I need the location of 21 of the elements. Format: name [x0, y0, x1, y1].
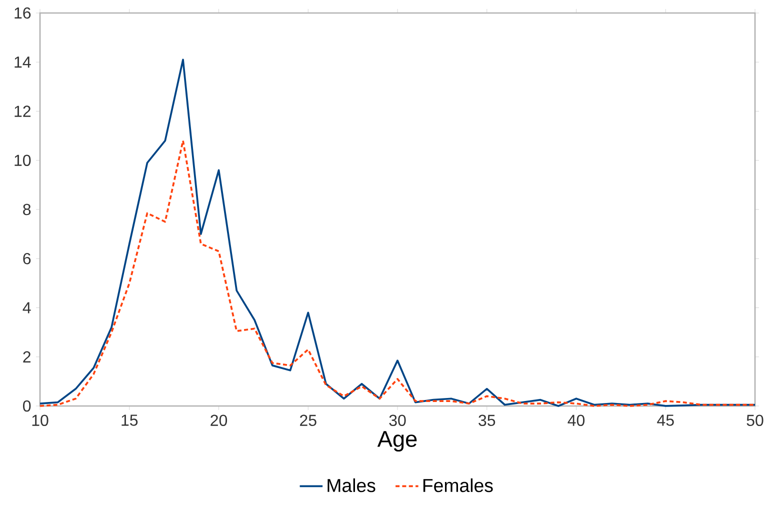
- x-axis-title: Age: [377, 431, 417, 452]
- x-tick-label: 45: [657, 414, 674, 426]
- x-tick-label: 15: [122, 414, 138, 426]
- y-tick-label: 12: [14, 106, 30, 117]
- x-tick-label: 25: [300, 414, 316, 426]
- y-tick-label: 10: [14, 154, 31, 166]
- x-tick-label: 50: [746, 414, 764, 426]
- y-tick-label: 2: [23, 351, 30, 362]
- y-tick-label: 14: [14, 56, 31, 68]
- y-tick-label: 4: [22, 302, 31, 314]
- y-tick-label: 16: [14, 7, 31, 19]
- y-tick-label: 6: [23, 252, 31, 264]
- x-tick-label: 40: [568, 414, 585, 426]
- x-tick-label: 30: [389, 414, 406, 426]
- x-tick-label: 10: [32, 414, 48, 426]
- x-tick-label: 20: [210, 414, 228, 426]
- legend-label: Females: [423, 478, 493, 492]
- x-tick-label: 35: [478, 414, 496, 426]
- y-tick-label: 8: [23, 204, 31, 216]
- legend-label: Males: [328, 478, 376, 492]
- y-tick-label: 0: [23, 400, 31, 412]
